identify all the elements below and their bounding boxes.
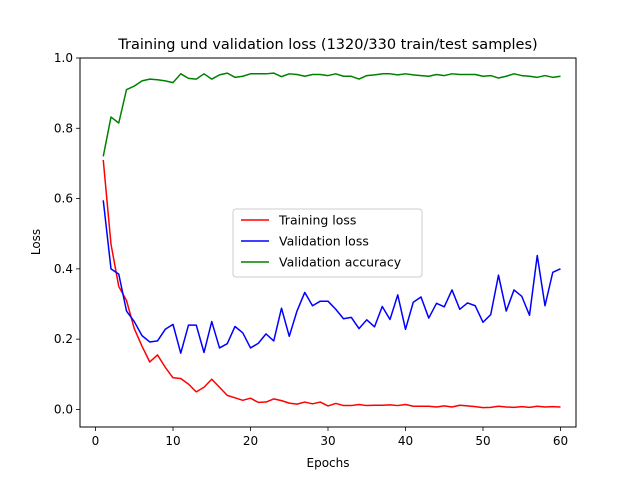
y-tick-label: 0.0 (54, 402, 73, 416)
x-tick-label: 10 (165, 434, 180, 448)
legend-items: Training loss Validation loss Validation a… (241, 213, 402, 270)
series-points-validation-loss (103, 200, 561, 354)
chart-title: Training und validation loss (1320/330 t… (117, 37, 537, 53)
series-points-validation-accuracy (103, 73, 561, 157)
legend-label: Validation loss (279, 234, 369, 249)
series-line-training-loss (102, 159, 561, 409)
y-axis: 0.0 0.2 0.4 0.6 0.8 1.0 (54, 51, 80, 416)
x-tick-label: 0 (92, 434, 100, 448)
series-line-validation-loss (102, 200, 561, 354)
y-tick-label: 1.0 (54, 51, 73, 65)
x-axis: 0 10 20 30 40 50 60 (92, 427, 568, 448)
legend: Training loss Validation loss Validation a… (232, 208, 423, 278)
legend-box (232, 208, 423, 278)
y-tick-label: 0.4 (54, 262, 73, 276)
y-tick-label: 0.6 (54, 192, 73, 206)
y-tick-label: 0.2 (54, 332, 73, 346)
x-tick-label: 60 (553, 434, 568, 448)
series-layer (102, 72, 561, 409)
series-line-validation-accuracy (102, 72, 561, 157)
legend-label: Validation accuracy (279, 255, 402, 270)
y-axis-label: Loss (29, 229, 43, 255)
x-tick-label: 30 (320, 434, 335, 448)
y-tick-label: 0.8 (54, 121, 73, 135)
x-tick-label: 50 (475, 434, 490, 448)
series-points-training-loss (103, 159, 561, 408)
x-tick-label: 40 (398, 434, 413, 448)
legend-label: Training loss (278, 213, 356, 228)
x-axis-label: Epochs (307, 456, 350, 470)
x-tick-label: 20 (243, 434, 258, 448)
